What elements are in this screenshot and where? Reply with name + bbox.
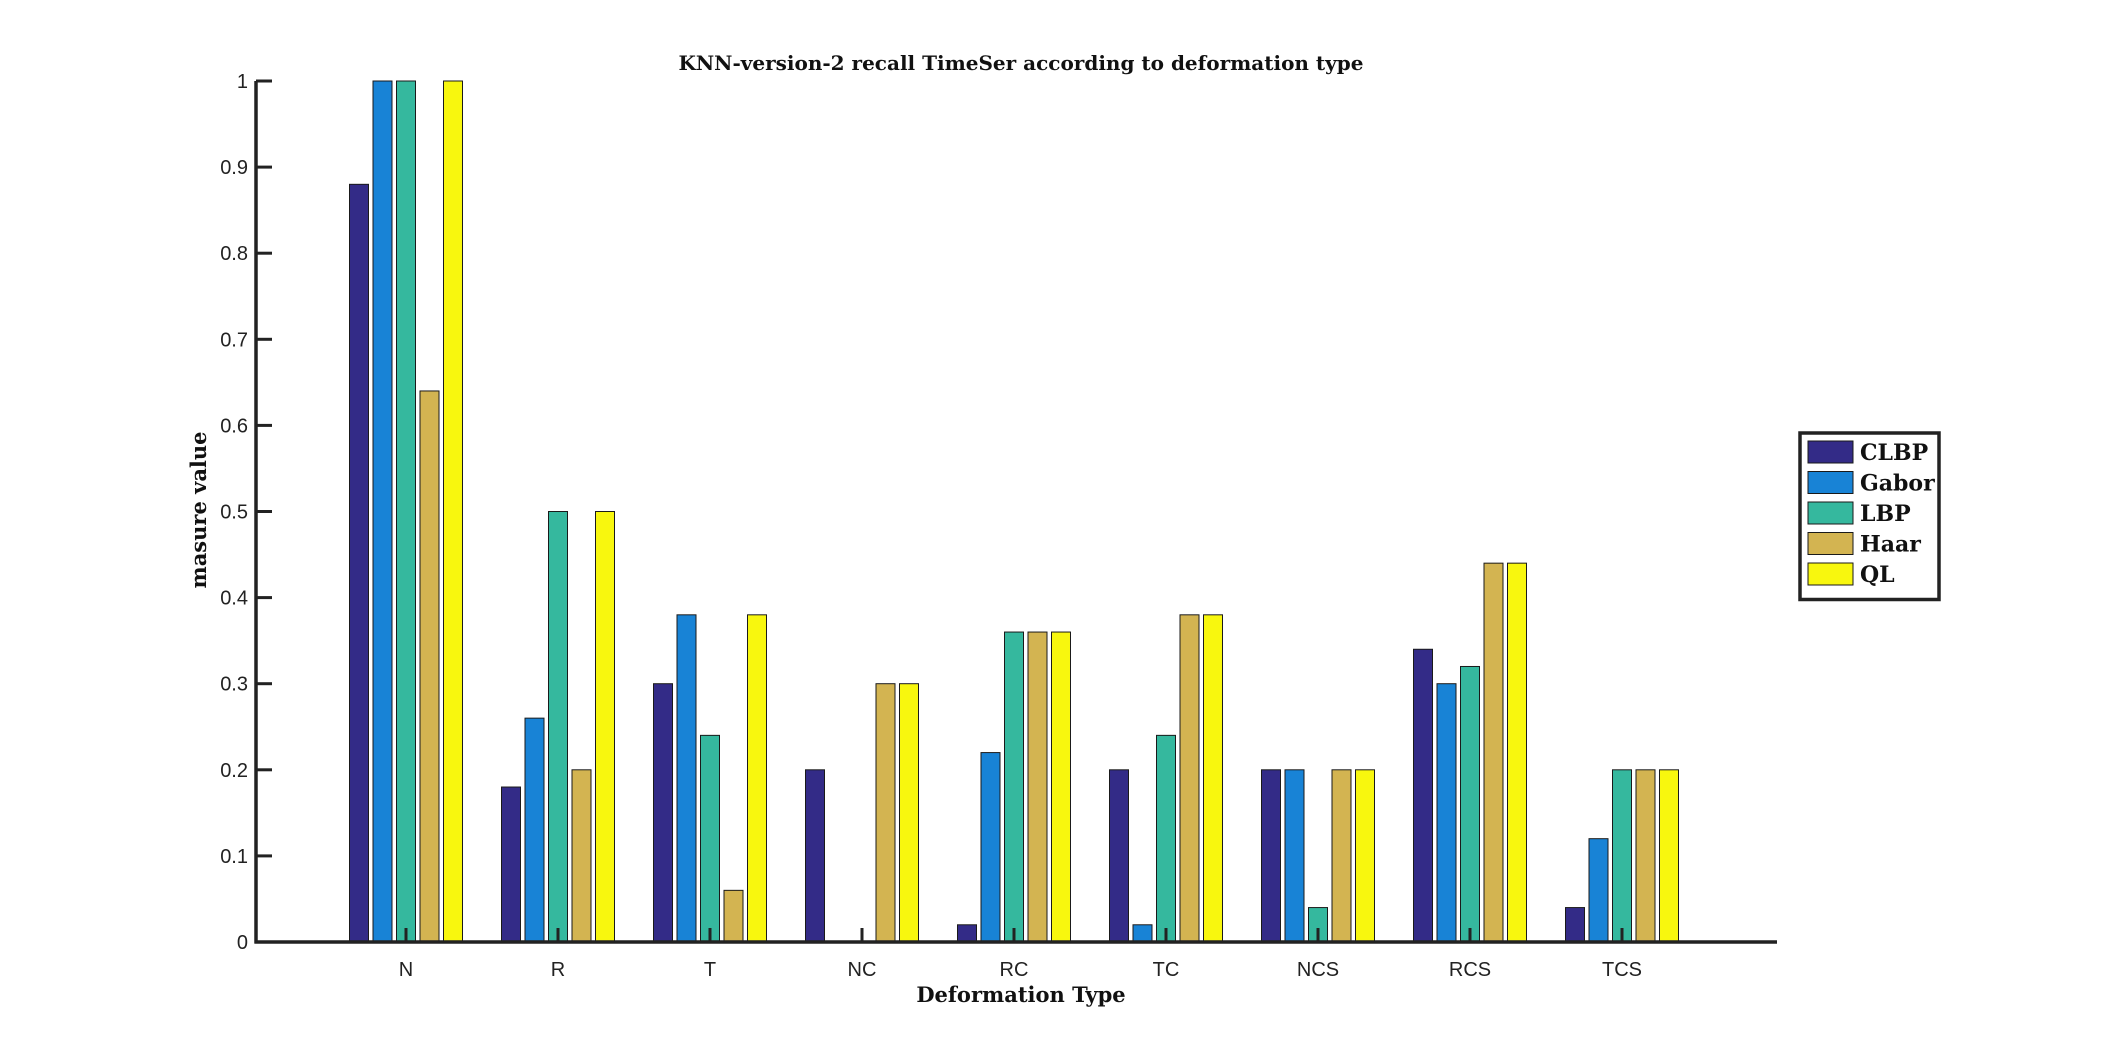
bar-RC-QL (1051, 631, 1071, 943)
y-tick-label: 0.7 (220, 329, 248, 351)
x-tick-label: N (399, 959, 413, 981)
bar-R-Haar (571, 769, 592, 943)
legend-swatch-QL (1807, 562, 1854, 586)
legend-swatch-CLBP (1807, 440, 1854, 464)
y-tick-label: 0.9 (220, 157, 248, 179)
x-tick-label: TC (1153, 959, 1180, 981)
bar-RC-Gabor (980, 752, 1001, 943)
bar-TC-Haar (1179, 614, 1200, 943)
bar-NCS-Haar (1331, 769, 1352, 943)
bar-NCS-CLBP (1261, 769, 1281, 943)
bars-group (349, 80, 1679, 943)
bar-T-CLBP (653, 683, 673, 943)
bar-N-Gabor (372, 80, 393, 943)
x-axis-label: Deformation Type (916, 982, 1125, 1007)
bar-RCS-CLBP (1413, 648, 1433, 943)
legend-label-Gabor: Gabor (1860, 471, 1935, 497)
legend: CLBP Gabor LBP Haar QL (1798, 431, 1941, 602)
bar-TCS-Gabor (1588, 838, 1609, 943)
x-tick-label: NCS (1297, 959, 1339, 981)
legend-label-QL: QL (1860, 562, 1895, 588)
bar-RCS-LBP (1460, 665, 1480, 943)
y-tick-label: 0.6 (220, 415, 248, 437)
bar-TCS-CLBP (1565, 907, 1585, 943)
x-tick-label: NC (848, 959, 877, 981)
bar-NC-CLBP (805, 769, 825, 943)
x-tick-label: TCS (1602, 959, 1642, 981)
bar-N-CLBP (349, 183, 369, 943)
y-tick-label: 0.5 (220, 502, 248, 524)
y-axis-label: masure value (186, 431, 211, 588)
axes-group: N R T NC RC TC NCS RCS TCS 0 0.1 0.2 0.3 0.4 0.5 0.6 0.7… (220, 71, 1777, 981)
legend-swatch-LBP (1807, 501, 1854, 525)
bar-R-LBP (548, 511, 568, 943)
y-tick-label: 0 (237, 932, 248, 954)
x-tick-label: RCS (1449, 959, 1491, 981)
bar-NCS-QL (1355, 769, 1375, 943)
bar-NC-QL (899, 683, 919, 943)
legend-label-LBP: LBP (1860, 501, 1911, 527)
bar-RC-CLBP (957, 924, 977, 943)
bar-RC-LBP (1004, 631, 1024, 943)
legend-swatch-Haar (1807, 532, 1854, 555)
bar-RC-Haar (1027, 631, 1048, 943)
bar-TCS-LBP (1612, 769, 1632, 943)
y-tick-label: 0.3 (220, 674, 248, 696)
y-tick-label: 0.2 (220, 760, 248, 782)
bar-R-Gabor (524, 717, 545, 943)
bar-TCS-QL (1659, 769, 1679, 943)
bar-TC-Gabor (1132, 924, 1153, 943)
bar-NC-Haar (875, 683, 896, 943)
y-tick-label: 0.1 (220, 846, 248, 868)
bar-NCS-Gabor (1284, 769, 1305, 943)
legend-label-Haar: Haar (1860, 532, 1921, 558)
bar-RCS-QL (1507, 562, 1527, 943)
x-tick-label: RC (1000, 959, 1029, 981)
bar-RCS-Gabor (1436, 683, 1457, 943)
x-tick-label: R (551, 959, 565, 981)
bar-RCS-Haar (1483, 562, 1504, 943)
bar-T-QL (747, 614, 767, 943)
bar-TC-QL (1203, 614, 1223, 943)
bar-T-Gabor (676, 614, 697, 943)
y-tick-label: 0.4 (220, 588, 248, 610)
legend-label-CLBP: CLBP (1860, 440, 1928, 466)
bar-TC-LBP (1156, 734, 1176, 943)
bar-R-QL (595, 511, 615, 943)
bar-T-Haar (723, 889, 744, 943)
bar-R-CLBP (501, 786, 521, 943)
y-tick-label: 0.8 (220, 243, 248, 265)
bar-N-Haar (419, 390, 440, 943)
chart-title: KNN-version-2 recall TimeSer according t… (679, 51, 1364, 75)
y-tick-label: 1 (237, 71, 248, 93)
bar-N-QL (443, 80, 463, 943)
bar-N-LBP (396, 80, 416, 943)
x-tick-label: T (704, 959, 716, 981)
bar-T-LBP (700, 734, 720, 943)
legend-swatch-Gabor (1807, 471, 1854, 494)
bar-TC-CLBP (1109, 769, 1129, 943)
bar-TCS-Haar (1635, 769, 1656, 943)
